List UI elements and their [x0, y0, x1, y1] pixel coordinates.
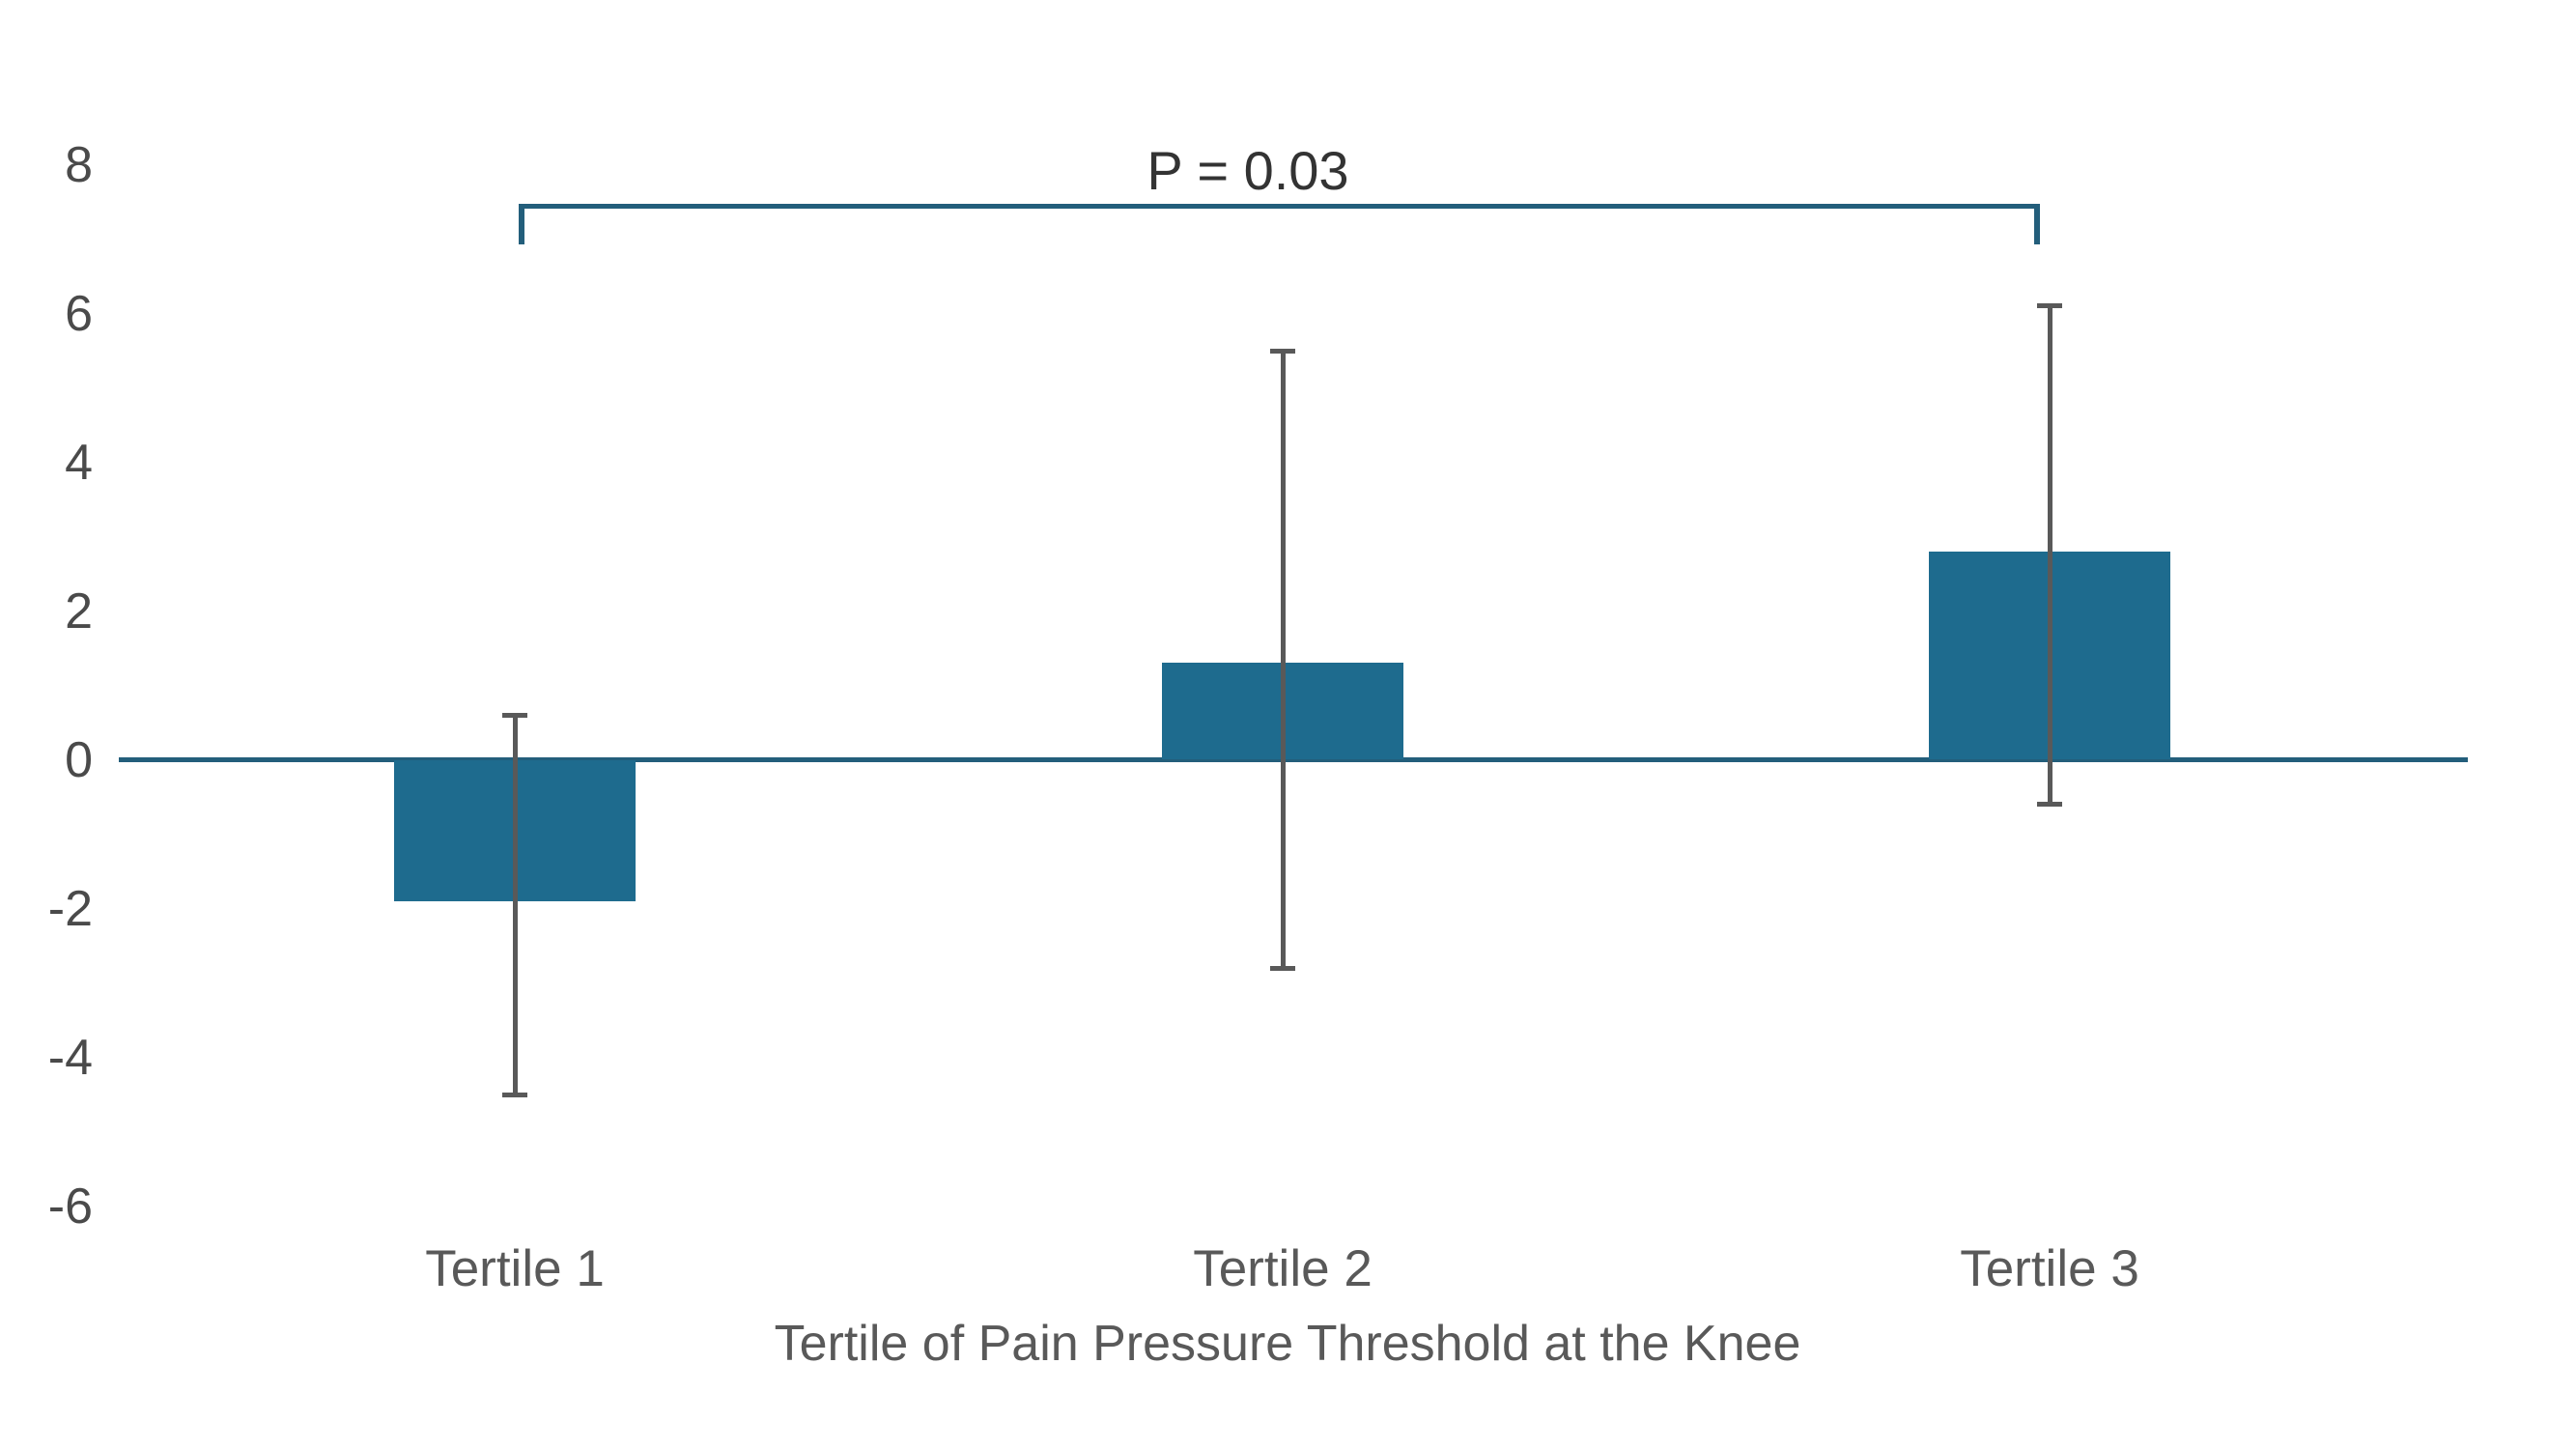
y-tick-label: -2 [47, 880, 93, 937]
y-tick-label: 2 [65, 582, 93, 639]
error-bar-cap-top-tertile-3 [2037, 303, 2062, 309]
category-label-tertile-1: Tertile 1 [425, 1240, 605, 1297]
significance-bracket [519, 204, 2040, 244]
y-tick-label: -4 [47, 1029, 93, 1086]
error-bar-cap-bottom-tertile-3 [2037, 802, 2062, 808]
error-bar-line-tertile-2 [1280, 351, 1286, 969]
category-label-tertile-3: Tertile 3 [1960, 1240, 2139, 1297]
x-axis-zero-line [119, 757, 2468, 762]
error-bar-cap-top-tertile-1 [502, 712, 527, 718]
y-tick-label: 8 [65, 136, 93, 193]
error-bar-line-tertile-3 [2047, 305, 2052, 805]
y-tick-label: -6 [47, 1178, 93, 1235]
y-tick-label: 4 [65, 434, 93, 491]
error-bar-cap-top-tertile-2 [1270, 348, 1295, 354]
error-bar-cap-bottom-tertile-2 [1270, 965, 1295, 971]
error-bar-line-tertile-1 [512, 715, 518, 1094]
y-tick-label: 0 [65, 731, 93, 788]
p-value-label: P = 0.03 [1146, 140, 1349, 201]
y-tick-label: 6 [65, 285, 93, 342]
x-axis-title: Tertile of Pain Pressure Threshold at th… [774, 1316, 1801, 1372]
category-label-tertile-2: Tertile 2 [1193, 1240, 1373, 1297]
error-bar-cap-bottom-tertile-1 [502, 1092, 527, 1097]
